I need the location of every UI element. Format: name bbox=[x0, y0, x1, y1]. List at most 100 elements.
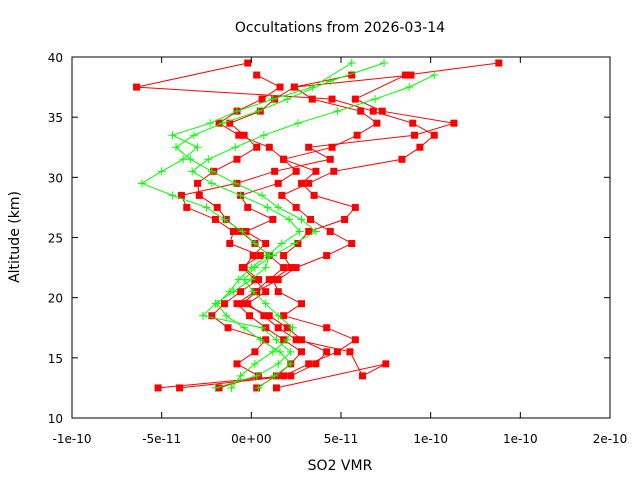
data-point bbox=[238, 300, 246, 308]
data-point bbox=[246, 312, 254, 320]
y-tick-label: 25 bbox=[48, 232, 63, 246]
data-point bbox=[373, 119, 381, 127]
data-point bbox=[206, 119, 215, 128]
series-profile-d bbox=[208, 71, 300, 392]
data-point bbox=[382, 360, 390, 368]
data-point bbox=[208, 312, 216, 320]
series-layer bbox=[133, 59, 503, 392]
data-point bbox=[351, 336, 359, 344]
data-point bbox=[312, 167, 320, 175]
data-point bbox=[189, 131, 198, 140]
data-point bbox=[250, 359, 259, 368]
data-point bbox=[249, 287, 258, 296]
data-point bbox=[409, 119, 417, 127]
y-tick-label: 20 bbox=[48, 292, 63, 306]
data-point bbox=[416, 143, 424, 151]
data-point bbox=[236, 371, 245, 380]
data-point bbox=[186, 155, 195, 164]
data-point bbox=[234, 275, 243, 284]
data-point bbox=[274, 276, 282, 284]
data-point bbox=[177, 191, 185, 199]
data-point bbox=[269, 276, 277, 284]
data-point bbox=[280, 252, 288, 260]
data-point bbox=[225, 287, 234, 296]
y-tick-label: 40 bbox=[48, 51, 63, 65]
data-point bbox=[323, 348, 331, 356]
data-point bbox=[238, 227, 247, 236]
data-point bbox=[207, 179, 216, 188]
data-point bbox=[255, 276, 263, 284]
data-point bbox=[293, 119, 302, 128]
data-point bbox=[204, 155, 213, 164]
data-point bbox=[450, 119, 458, 127]
axis-ticks: -1e-10 -5e-11 0e+00 5e-11 1e-10 1e-10 2e-10 10 1… bbox=[48, 51, 628, 446]
data-point bbox=[307, 215, 315, 223]
y-tick-label: 35 bbox=[48, 111, 63, 125]
data-point bbox=[348, 240, 356, 248]
data-point bbox=[137, 179, 146, 188]
data-point bbox=[168, 131, 177, 140]
data-point bbox=[218, 119, 227, 128]
data-point bbox=[207, 167, 216, 176]
data-point bbox=[298, 336, 306, 344]
data-point bbox=[297, 215, 306, 224]
data-point bbox=[359, 372, 367, 380]
data-point bbox=[240, 264, 248, 272]
data-point bbox=[231, 179, 240, 188]
data-point bbox=[274, 288, 282, 296]
x-tick-label: -5e-11 bbox=[142, 432, 181, 446]
data-point bbox=[226, 240, 234, 248]
x-tick-label: -1e-10 bbox=[53, 432, 92, 446]
data-point bbox=[263, 251, 272, 260]
data-point bbox=[229, 227, 237, 235]
data-point bbox=[323, 252, 331, 260]
data-point bbox=[256, 252, 264, 260]
data-point bbox=[250, 239, 259, 248]
data-point bbox=[233, 360, 241, 368]
data-point bbox=[305, 360, 313, 368]
data-point bbox=[198, 311, 207, 320]
data-point bbox=[254, 107, 263, 116]
data-point bbox=[261, 263, 270, 272]
data-point bbox=[333, 107, 342, 116]
data-point bbox=[211, 215, 219, 223]
y-axis-label: Altitude (km) bbox=[7, 191, 23, 283]
x-tick-label: 5e-11 bbox=[324, 432, 359, 446]
data-point bbox=[280, 264, 288, 272]
data-point bbox=[369, 107, 377, 115]
data-point bbox=[298, 179, 306, 187]
data-point bbox=[347, 59, 356, 68]
data-point bbox=[157, 167, 166, 176]
data-point bbox=[351, 95, 359, 103]
data-point bbox=[274, 359, 283, 368]
data-point bbox=[262, 336, 270, 344]
data-point bbox=[260, 312, 268, 320]
data-point bbox=[292, 203, 300, 211]
series-profile-f bbox=[137, 59, 356, 392]
data-point bbox=[280, 155, 288, 163]
data-point bbox=[310, 191, 318, 199]
data-point bbox=[226, 119, 234, 127]
data-point bbox=[272, 335, 281, 344]
data-point bbox=[188, 167, 197, 176]
data-point bbox=[253, 71, 261, 79]
data-point bbox=[287, 372, 295, 380]
data-point bbox=[402, 71, 410, 79]
series-line bbox=[180, 62, 499, 389]
data-point bbox=[258, 95, 266, 103]
data-point bbox=[268, 95, 277, 104]
data-point bbox=[231, 143, 240, 152]
data-point bbox=[326, 227, 334, 235]
data-point bbox=[298, 300, 306, 308]
data-point bbox=[305, 227, 313, 235]
data-point bbox=[220, 300, 228, 308]
data-point bbox=[283, 324, 291, 332]
data-point bbox=[495, 59, 503, 67]
data-point bbox=[278, 191, 286, 199]
data-point bbox=[193, 143, 202, 152]
data-point bbox=[244, 203, 252, 211]
data-point bbox=[269, 215, 277, 223]
data-point bbox=[213, 203, 221, 211]
data-point bbox=[292, 167, 300, 175]
